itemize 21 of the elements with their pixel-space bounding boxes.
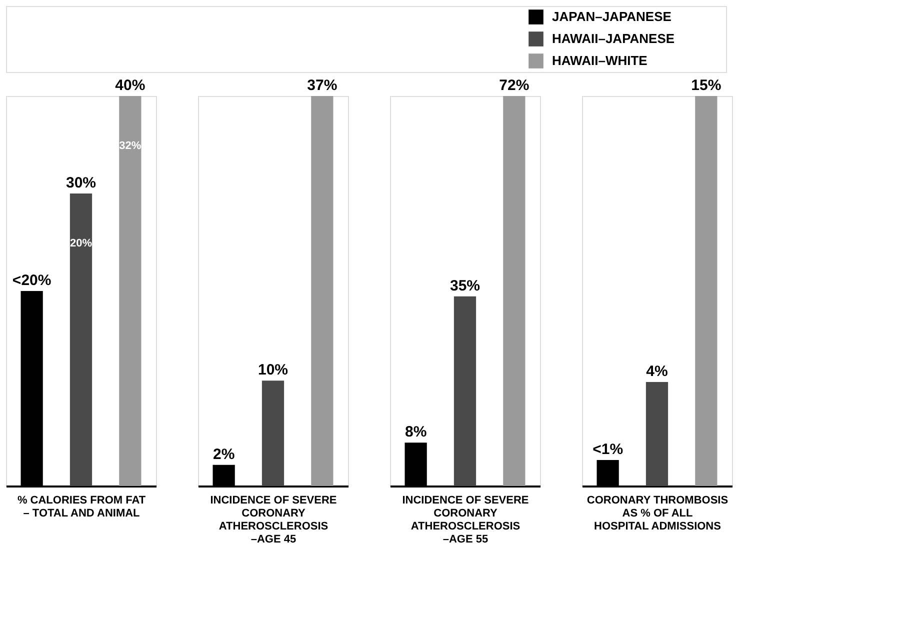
- data-label: 2%: [212, 446, 235, 463]
- x-axis-title: CORONARY THROMBOSIS AS % OF ALL HOSPITAL ADMISSIONS: [586, 494, 728, 532]
- legend-label: JAPAN–JAPANESE: [552, 9, 672, 24]
- annotation: 32%: [119, 140, 142, 152]
- x-axis-title: % CALORIES FROM FAT – TOTAL AND ANIMAL: [17, 494, 146, 520]
- annotation: 20%: [70, 238, 92, 250]
- data-label: <20%: [12, 272, 52, 289]
- data-label: 30%: [66, 174, 96, 192]
- data-label: 40%: [115, 77, 146, 94]
- legend-label: HAWAII–WHITE: [552, 53, 648, 68]
- data-label: 37%: [307, 77, 338, 94]
- data-label: 15%: [691, 77, 722, 94]
- data-label: 8%: [404, 424, 427, 441]
- x-axis-title: INCIDENCE OF SEVERE CORONARY ATHEROSCLEROSIS –AGE 55: [402, 494, 529, 546]
- data-label: <1%: [592, 441, 624, 458]
- data-label: 35%: [450, 277, 480, 294]
- legend-label: HAWAII–JAPANESE: [552, 31, 675, 46]
- x-axis-title: INCIDENCE OF SEVERE CORONARY ATHEROSCLEROSIS –AGE 45: [210, 494, 337, 546]
- data-label: 72%: [499, 77, 530, 94]
- data-label: 10%: [258, 362, 288, 379]
- data-label: 4%: [646, 363, 668, 380]
